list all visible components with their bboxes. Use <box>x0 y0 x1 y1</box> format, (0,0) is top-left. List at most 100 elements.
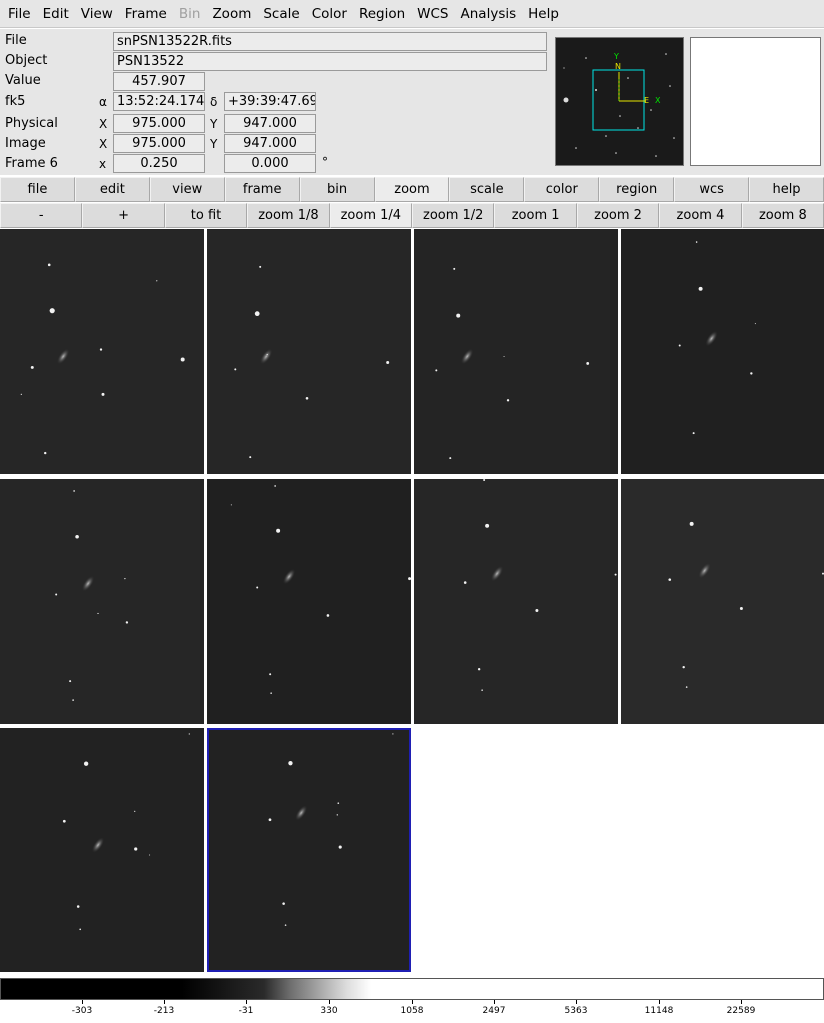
image-frame-7[interactable] <box>414 479 618 724</box>
colorbar-ticks: -303 -213 -31 330 1058 2497 5363 11148 22589 <box>0 1000 824 1023</box>
image-frame-9[interactable] <box>0 728 204 972</box>
zoom-zoom-4-button[interactable]: zoom 4 <box>659 203 742 228</box>
menu-wcs[interactable]: WCS <box>417 5 449 22</box>
menu-help[interactable]: Help <box>528 5 559 22</box>
menu-frame[interactable]: Frame <box>124 5 167 22</box>
star <box>678 344 681 347</box>
main-scale-button[interactable]: scale <box>449 177 525 202</box>
star-field-image <box>435 267 590 460</box>
physical-y-label: Y <box>210 117 218 131</box>
zoom-to-fit-button[interactable]: to fit <box>164 203 248 228</box>
main-region-button[interactable]: region <box>599 177 675 202</box>
frame-zoom-x-label: x <box>99 157 107 171</box>
wcs-system-label: fk5 <box>5 94 26 109</box>
menu-edit[interactable]: Edit <box>42 5 69 22</box>
ra-field: 13:52:24.174 <box>113 92 205 111</box>
image-y-label: Y <box>210 137 218 151</box>
star <box>73 490 75 492</box>
pixel-value-field: 457.907 <box>113 72 205 91</box>
star <box>408 577 411 581</box>
star <box>326 614 330 617</box>
star <box>386 360 390 364</box>
image-frame-5[interactable] <box>0 479 204 724</box>
menu-analysis[interactable]: Analysis <box>460 5 517 22</box>
star <box>739 606 743 610</box>
image-frame-1[interactable] <box>0 229 204 474</box>
star-field-image <box>230 485 411 694</box>
main-frame-button[interactable]: frame <box>224 177 300 202</box>
zoom-minus-button[interactable]: - <box>0 203 83 228</box>
star-field-image <box>20 263 185 455</box>
galaxy <box>91 837 105 853</box>
image-frame-6[interactable] <box>207 479 411 724</box>
image-y-field: 947.000 <box>224 134 316 153</box>
star <box>483 479 486 481</box>
panner-compass-north: N <box>615 62 621 71</box>
menu-scale[interactable]: Scale <box>263 5 300 22</box>
star <box>506 399 510 402</box>
main-view-button[interactable]: view <box>149 177 225 202</box>
image-label: Image <box>5 136 46 151</box>
star <box>692 432 695 435</box>
colorbar-tick-label: 330 <box>320 1006 338 1016</box>
image-frame-2[interactable] <box>207 229 411 474</box>
main-color-button[interactable]: color <box>524 177 600 202</box>
object-label: Object <box>5 53 48 68</box>
star-field-image <box>55 490 129 701</box>
galaxy <box>705 330 718 347</box>
star <box>503 355 505 357</box>
star <box>47 263 51 267</box>
file-name-field: snPSN13522R.fits <box>113 32 547 51</box>
colorbar-tick-mark <box>164 1000 165 1004</box>
zoom-zoom-8-button[interactable]: zoom 8 <box>741 203 824 228</box>
star <box>463 581 467 584</box>
galaxy <box>295 805 308 821</box>
star <box>668 578 672 581</box>
menu-view[interactable]: View <box>80 5 113 22</box>
menu-zoom[interactable]: Zoom <box>212 5 252 22</box>
physical-x-field: 975.000 <box>113 114 205 133</box>
colorbar[interactable] <box>0 978 824 1000</box>
menu-file[interactable]: File <box>8 5 31 22</box>
zoom-zoom-1-4-button[interactable]: zoom 1/4 <box>329 203 413 228</box>
frame-angle-field: 0.000 <box>224 154 316 173</box>
main-wcs-button[interactable]: wcs <box>674 177 750 202</box>
image-frame-10[interactable] <box>207 728 411 972</box>
star <box>69 680 72 683</box>
physical-y-field: 947.000 <box>224 114 316 133</box>
zoom-zoom-2-button[interactable]: zoom 2 <box>576 203 660 228</box>
main-zoom-button[interactable]: zoom <box>374 177 450 202</box>
image-x-label: X <box>99 137 108 151</box>
panner[interactable]: Y N E X <box>555 37 684 166</box>
menu-color[interactable]: Color <box>311 5 347 22</box>
zoom-zoom-1-8-button[interactable]: zoom 1/8 <box>247 203 330 228</box>
zoom-zoom-1-2-button[interactable]: zoom 1/2 <box>412 203 495 228</box>
panner-axis-y: Y <box>614 52 619 61</box>
star <box>149 854 151 856</box>
zoom-plus-button[interactable]: + <box>82 203 165 228</box>
colorbar-tick-label: -303 <box>71 1006 93 1016</box>
image-frame-4[interactable] <box>621 229 824 474</box>
main-edit-button[interactable]: edit <box>74 177 150 202</box>
star <box>535 608 539 612</box>
image-frame-8[interactable] <box>621 479 824 724</box>
image-x-field: 975.000 <box>113 134 205 153</box>
star <box>689 521 694 526</box>
star <box>338 845 342 849</box>
star <box>485 523 490 528</box>
star <box>614 573 617 576</box>
colorbar-tick-mark <box>412 1000 413 1004</box>
colorbar-tick-label: 11148 <box>644 1006 674 1016</box>
colorbar-tick-mark <box>246 1000 247 1004</box>
image-frame-3[interactable] <box>414 229 618 474</box>
main-bin-button[interactable]: bin <box>299 177 375 202</box>
colorbar-tick-mark <box>329 1000 330 1004</box>
colorbar-tick-mark <box>659 1000 660 1004</box>
zoom-zoom-1-button[interactable]: zoom 1 <box>494 203 577 228</box>
main-help-button[interactable]: help <box>749 177 824 202</box>
menu-region[interactable]: Region <box>358 5 406 22</box>
star <box>30 365 34 369</box>
magnifier <box>690 37 821 166</box>
star <box>270 692 272 694</box>
main-file-button[interactable]: file <box>0 177 75 202</box>
